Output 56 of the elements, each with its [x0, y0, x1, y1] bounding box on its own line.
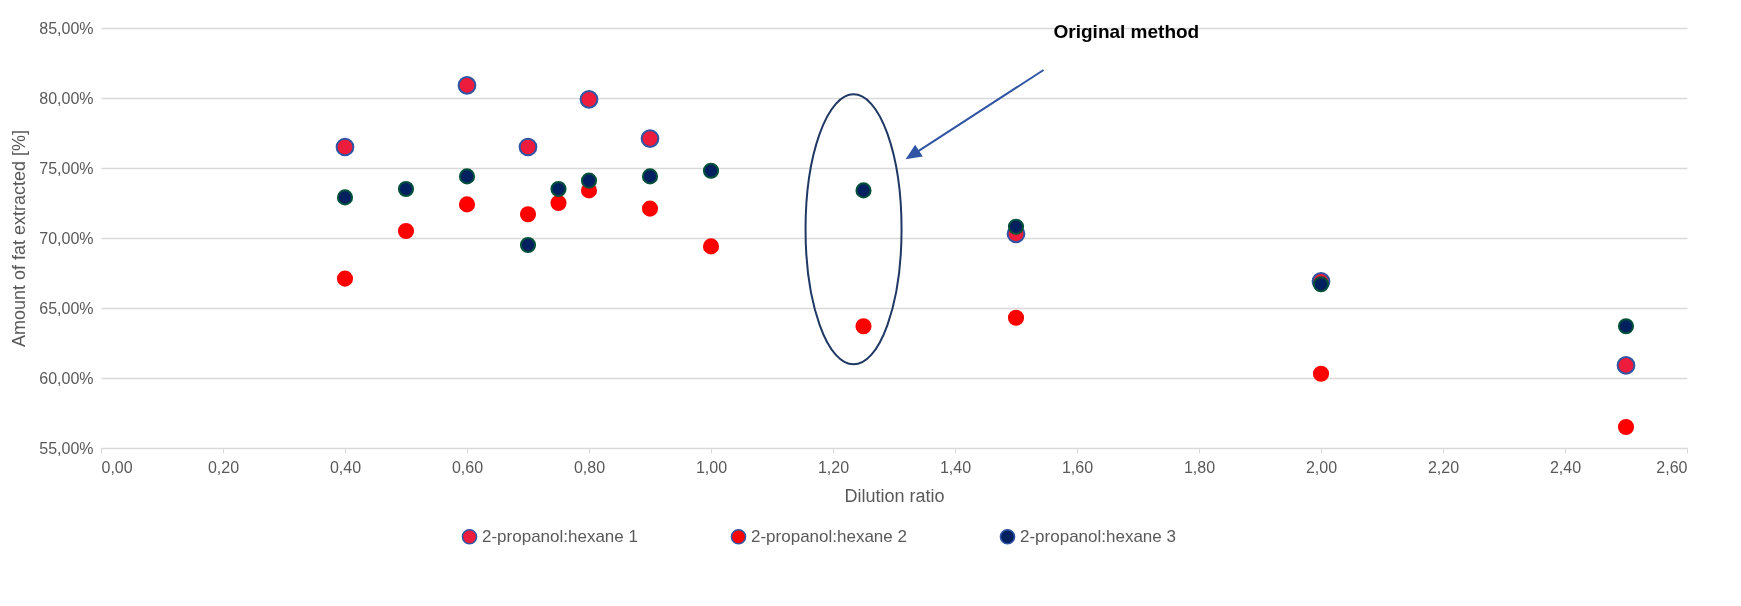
- y-tick-label: 60,00%: [39, 369, 94, 387]
- point: [519, 206, 537, 223]
- point: [457, 76, 477, 95]
- point: [458, 196, 476, 213]
- point: [1007, 309, 1025, 326]
- legend-label: 2-propanol:hexane 1: [482, 526, 638, 546]
- x-tick-label: 0,00: [101, 458, 133, 476]
- point: [1617, 318, 1635, 335]
- y-tick-label: 80,00%: [39, 89, 94, 107]
- point: [1312, 276, 1330, 293]
- point: [640, 129, 660, 148]
- point: [580, 172, 598, 189]
- legend-label: 2-propanol:hexane 3: [1020, 526, 1176, 546]
- x-tick-label: 0,60: [451, 458, 484, 476]
- point: [1312, 365, 1330, 382]
- point: [336, 189, 354, 206]
- y-tick-label: 70,00%: [39, 229, 94, 247]
- point: [397, 180, 415, 198]
- x-tick-label: 1,20: [817, 458, 850, 476]
- point: [518, 137, 538, 157]
- point: [1616, 356, 1636, 375]
- x-tick-label: 0,40: [329, 458, 362, 476]
- x-tick-label: 2,40: [1549, 458, 1582, 476]
- point: [458, 168, 476, 185]
- point: [641, 168, 659, 185]
- x-tick-label: 2,00: [1305, 458, 1338, 476]
- x-tick-label: 1,60: [1061, 458, 1094, 476]
- y-tick-label: 85,00%: [39, 19, 94, 37]
- y-tick-label: 75,00%: [39, 159, 94, 177]
- x-tick-label: 0,20: [207, 458, 240, 476]
- point: [855, 318, 872, 335]
- point: [702, 238, 720, 255]
- point: [397, 222, 415, 240]
- x-tick-label: 1,00: [695, 458, 728, 476]
- point: [550, 180, 567, 198]
- x-tick-label: 0,80: [573, 458, 606, 476]
- annotation: Original method: [1053, 21, 1200, 42]
- x-tick-label: 2,60: [1656, 458, 1688, 476]
- y-axis-title: Amount of fat extracted [%]: [9, 129, 30, 348]
- x-tick-label: 1,80: [1183, 458, 1216, 476]
- point: [550, 194, 567, 212]
- point: [702, 162, 720, 179]
- x-tick-label: 1,40: [939, 458, 972, 476]
- point: [641, 200, 659, 217]
- point: [519, 236, 537, 254]
- legend-label: 2-propanol:hexane 2: [751, 526, 907, 546]
- point: [335, 137, 355, 157]
- y-tick-label: 65,00%: [39, 299, 94, 317]
- point: [579, 90, 599, 109]
- point: [855, 182, 872, 199]
- y-tick-label: 55,00%: [39, 439, 94, 457]
- x-axis-title: Dilution ratio: [844, 485, 945, 506]
- point: [1617, 418, 1635, 436]
- point: [336, 270, 354, 287]
- point: [1007, 218, 1025, 235]
- x-tick-label: 2,20: [1427, 458, 1460, 476]
